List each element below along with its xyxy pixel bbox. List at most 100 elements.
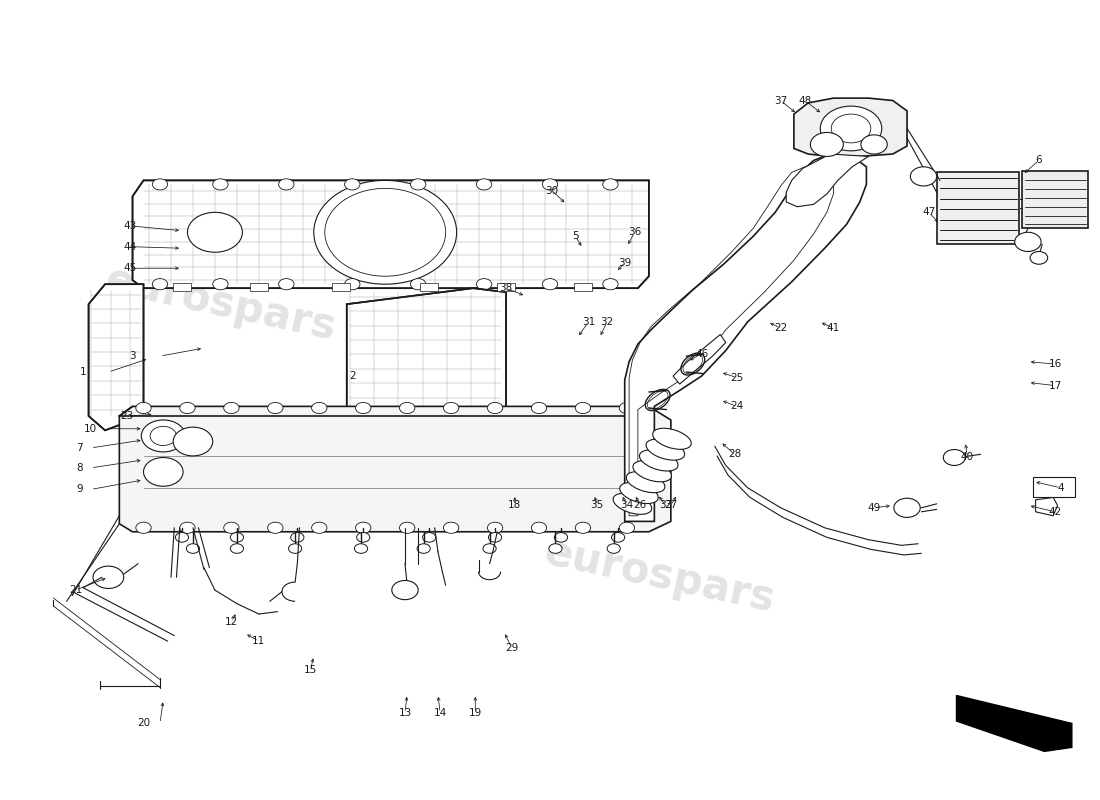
Text: 40: 40 bbox=[961, 453, 974, 462]
Circle shape bbox=[488, 533, 502, 542]
Text: 49: 49 bbox=[868, 503, 881, 513]
Circle shape bbox=[354, 544, 367, 554]
Ellipse shape bbox=[646, 439, 684, 460]
Circle shape bbox=[399, 522, 415, 534]
Circle shape bbox=[811, 133, 844, 157]
Text: eurospars: eurospars bbox=[541, 530, 779, 621]
Circle shape bbox=[187, 212, 242, 252]
Circle shape bbox=[344, 178, 360, 190]
Circle shape bbox=[392, 581, 418, 600]
Ellipse shape bbox=[626, 472, 664, 493]
Circle shape bbox=[443, 402, 459, 414]
Circle shape bbox=[487, 522, 503, 534]
Circle shape bbox=[186, 544, 199, 554]
Text: 23: 23 bbox=[120, 411, 134, 421]
Ellipse shape bbox=[619, 482, 658, 503]
Circle shape bbox=[152, 178, 167, 190]
Circle shape bbox=[143, 458, 183, 486]
Polygon shape bbox=[119, 406, 671, 532]
Polygon shape bbox=[89, 284, 143, 430]
Circle shape bbox=[542, 178, 558, 190]
FancyBboxPatch shape bbox=[332, 282, 350, 290]
Circle shape bbox=[549, 544, 562, 554]
Circle shape bbox=[230, 544, 243, 554]
Text: 13: 13 bbox=[398, 708, 411, 718]
Polygon shape bbox=[346, 288, 506, 430]
Circle shape bbox=[223, 522, 239, 534]
Circle shape bbox=[483, 544, 496, 554]
Text: 34: 34 bbox=[620, 501, 634, 510]
Circle shape bbox=[603, 178, 618, 190]
Text: 27: 27 bbox=[664, 501, 678, 510]
FancyBboxPatch shape bbox=[497, 282, 515, 290]
Circle shape bbox=[575, 522, 591, 534]
Circle shape bbox=[487, 402, 503, 414]
Circle shape bbox=[356, 533, 370, 542]
Polygon shape bbox=[625, 154, 867, 522]
Circle shape bbox=[476, 178, 492, 190]
Circle shape bbox=[861, 135, 888, 154]
Text: 25: 25 bbox=[730, 373, 744, 382]
FancyBboxPatch shape bbox=[937, 172, 1019, 244]
FancyBboxPatch shape bbox=[1022, 170, 1088, 228]
Text: 3: 3 bbox=[129, 351, 135, 361]
Circle shape bbox=[911, 167, 937, 186]
Text: 41: 41 bbox=[827, 323, 840, 333]
FancyBboxPatch shape bbox=[574, 282, 592, 290]
Text: 19: 19 bbox=[469, 708, 482, 718]
Polygon shape bbox=[132, 180, 649, 288]
Text: 30: 30 bbox=[546, 186, 559, 196]
Text: 16: 16 bbox=[1048, 359, 1062, 369]
Text: 10: 10 bbox=[85, 424, 97, 434]
Circle shape bbox=[278, 278, 294, 290]
Text: 32: 32 bbox=[601, 317, 614, 326]
Circle shape bbox=[554, 533, 568, 542]
Circle shape bbox=[821, 106, 882, 151]
Text: 47: 47 bbox=[923, 207, 936, 218]
Text: 8: 8 bbox=[77, 463, 84, 473]
Circle shape bbox=[399, 402, 415, 414]
Circle shape bbox=[152, 278, 167, 290]
Polygon shape bbox=[673, 334, 726, 384]
Circle shape bbox=[575, 402, 591, 414]
FancyBboxPatch shape bbox=[420, 282, 438, 290]
Circle shape bbox=[212, 178, 228, 190]
Circle shape bbox=[619, 522, 635, 534]
Circle shape bbox=[612, 533, 625, 542]
FancyBboxPatch shape bbox=[250, 282, 267, 290]
Ellipse shape bbox=[652, 428, 691, 450]
Polygon shape bbox=[786, 154, 869, 206]
Circle shape bbox=[278, 178, 294, 190]
Circle shape bbox=[894, 498, 921, 518]
Text: 1: 1 bbox=[80, 367, 87, 377]
Text: 35: 35 bbox=[591, 501, 604, 510]
Circle shape bbox=[135, 402, 151, 414]
Circle shape bbox=[531, 522, 547, 534]
Text: 15: 15 bbox=[304, 665, 317, 675]
Circle shape bbox=[150, 426, 176, 446]
Circle shape bbox=[607, 544, 620, 554]
Text: 37: 37 bbox=[774, 95, 788, 106]
Circle shape bbox=[417, 544, 430, 554]
Circle shape bbox=[230, 533, 243, 542]
Text: 24: 24 bbox=[730, 402, 744, 411]
Text: 5: 5 bbox=[572, 231, 579, 242]
FancyBboxPatch shape bbox=[173, 282, 190, 290]
Ellipse shape bbox=[639, 450, 678, 471]
Polygon shape bbox=[957, 695, 1071, 751]
Circle shape bbox=[476, 278, 492, 290]
Circle shape bbox=[179, 522, 195, 534]
Text: 18: 18 bbox=[508, 501, 521, 510]
Polygon shape bbox=[794, 98, 907, 157]
Text: eurospars: eurospars bbox=[101, 259, 340, 349]
Text: 43: 43 bbox=[123, 221, 138, 231]
Circle shape bbox=[290, 533, 304, 542]
Text: 26: 26 bbox=[634, 501, 647, 510]
Circle shape bbox=[324, 188, 446, 276]
Circle shape bbox=[410, 278, 426, 290]
Text: 36: 36 bbox=[628, 227, 641, 238]
Circle shape bbox=[94, 566, 123, 589]
Circle shape bbox=[314, 180, 456, 284]
Text: 22: 22 bbox=[774, 323, 788, 333]
Text: 6: 6 bbox=[1035, 155, 1042, 166]
